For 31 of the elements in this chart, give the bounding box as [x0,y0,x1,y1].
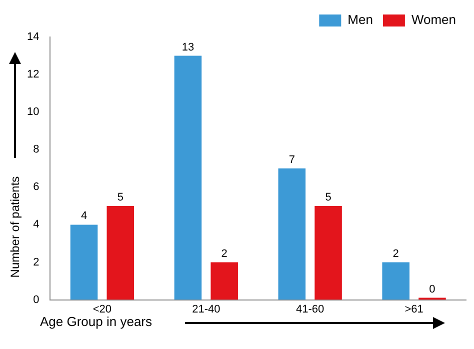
legend-label: Women [411,12,456,28]
data-label: 7 [288,154,295,166]
x-tick-label: 21-40 [192,303,220,316]
data-label: 0 [429,283,436,296]
y-tick-label: 14 [26,31,40,44]
data-label: 2 [392,248,399,260]
data-label: 2 [221,248,228,260]
data-label: 4 [80,210,88,222]
y-tick-label: 0 [33,294,40,306]
y-tick-label: 12 [26,68,40,81]
y-tick-label: 6 [33,181,40,194]
x-tick-label: 41-60 [296,303,324,316]
x-tick-label: <20 [92,303,112,316]
y-tick-label: 4 [33,218,40,231]
x-tick-label: >61 [404,303,424,316]
legend-label: Men [348,12,373,28]
y-tick-label: 8 [33,144,40,156]
x-axis-title: Age Group in years [40,314,152,329]
bar [314,206,342,300]
bar [278,168,306,300]
bar [70,224,98,300]
bar [174,56,202,300]
data-label: 5 [117,191,124,204]
data-label: 13 [182,41,194,54]
bar [106,206,134,300]
y-tick-label: 10 [26,106,40,118]
y-tick-label: 2 [33,256,40,268]
bar [382,262,410,300]
y-axis-title: Number of patients [8,175,22,280]
bar [210,262,238,300]
data-label: 5 [325,191,332,204]
